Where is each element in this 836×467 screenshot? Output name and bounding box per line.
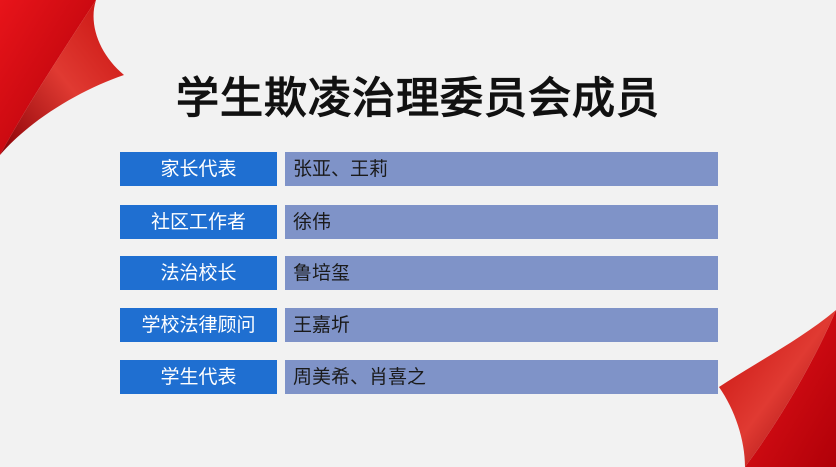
member-row: 学生代表 周美希、肖喜之 (120, 360, 718, 394)
member-names: 徐伟 (285, 205, 718, 239)
member-row: 家长代表 张亚、王莉 (120, 152, 718, 186)
member-names: 周美希、肖喜之 (285, 360, 718, 394)
top-left-curl (0, 0, 124, 155)
member-names: 王嘉圻 (285, 308, 718, 342)
member-row: 法治校长 鲁培玺 (120, 256, 718, 290)
member-row: 学校法律顾问 王嘉圻 (120, 308, 718, 342)
member-names: 张亚、王莉 (285, 152, 718, 186)
member-role: 法治校长 (120, 256, 277, 290)
member-role: 社区工作者 (120, 205, 277, 239)
slide-title: 学生欺凌治理委员会成员 (176, 74, 660, 124)
member-role: 家长代表 (120, 152, 277, 186)
member-role: 学校法律顾问 (120, 308, 277, 342)
bottom-right-curl (719, 310, 836, 467)
member-row: 社区工作者 徐伟 (120, 205, 718, 239)
member-role: 学生代表 (120, 360, 277, 394)
member-names: 鲁培玺 (285, 256, 718, 290)
